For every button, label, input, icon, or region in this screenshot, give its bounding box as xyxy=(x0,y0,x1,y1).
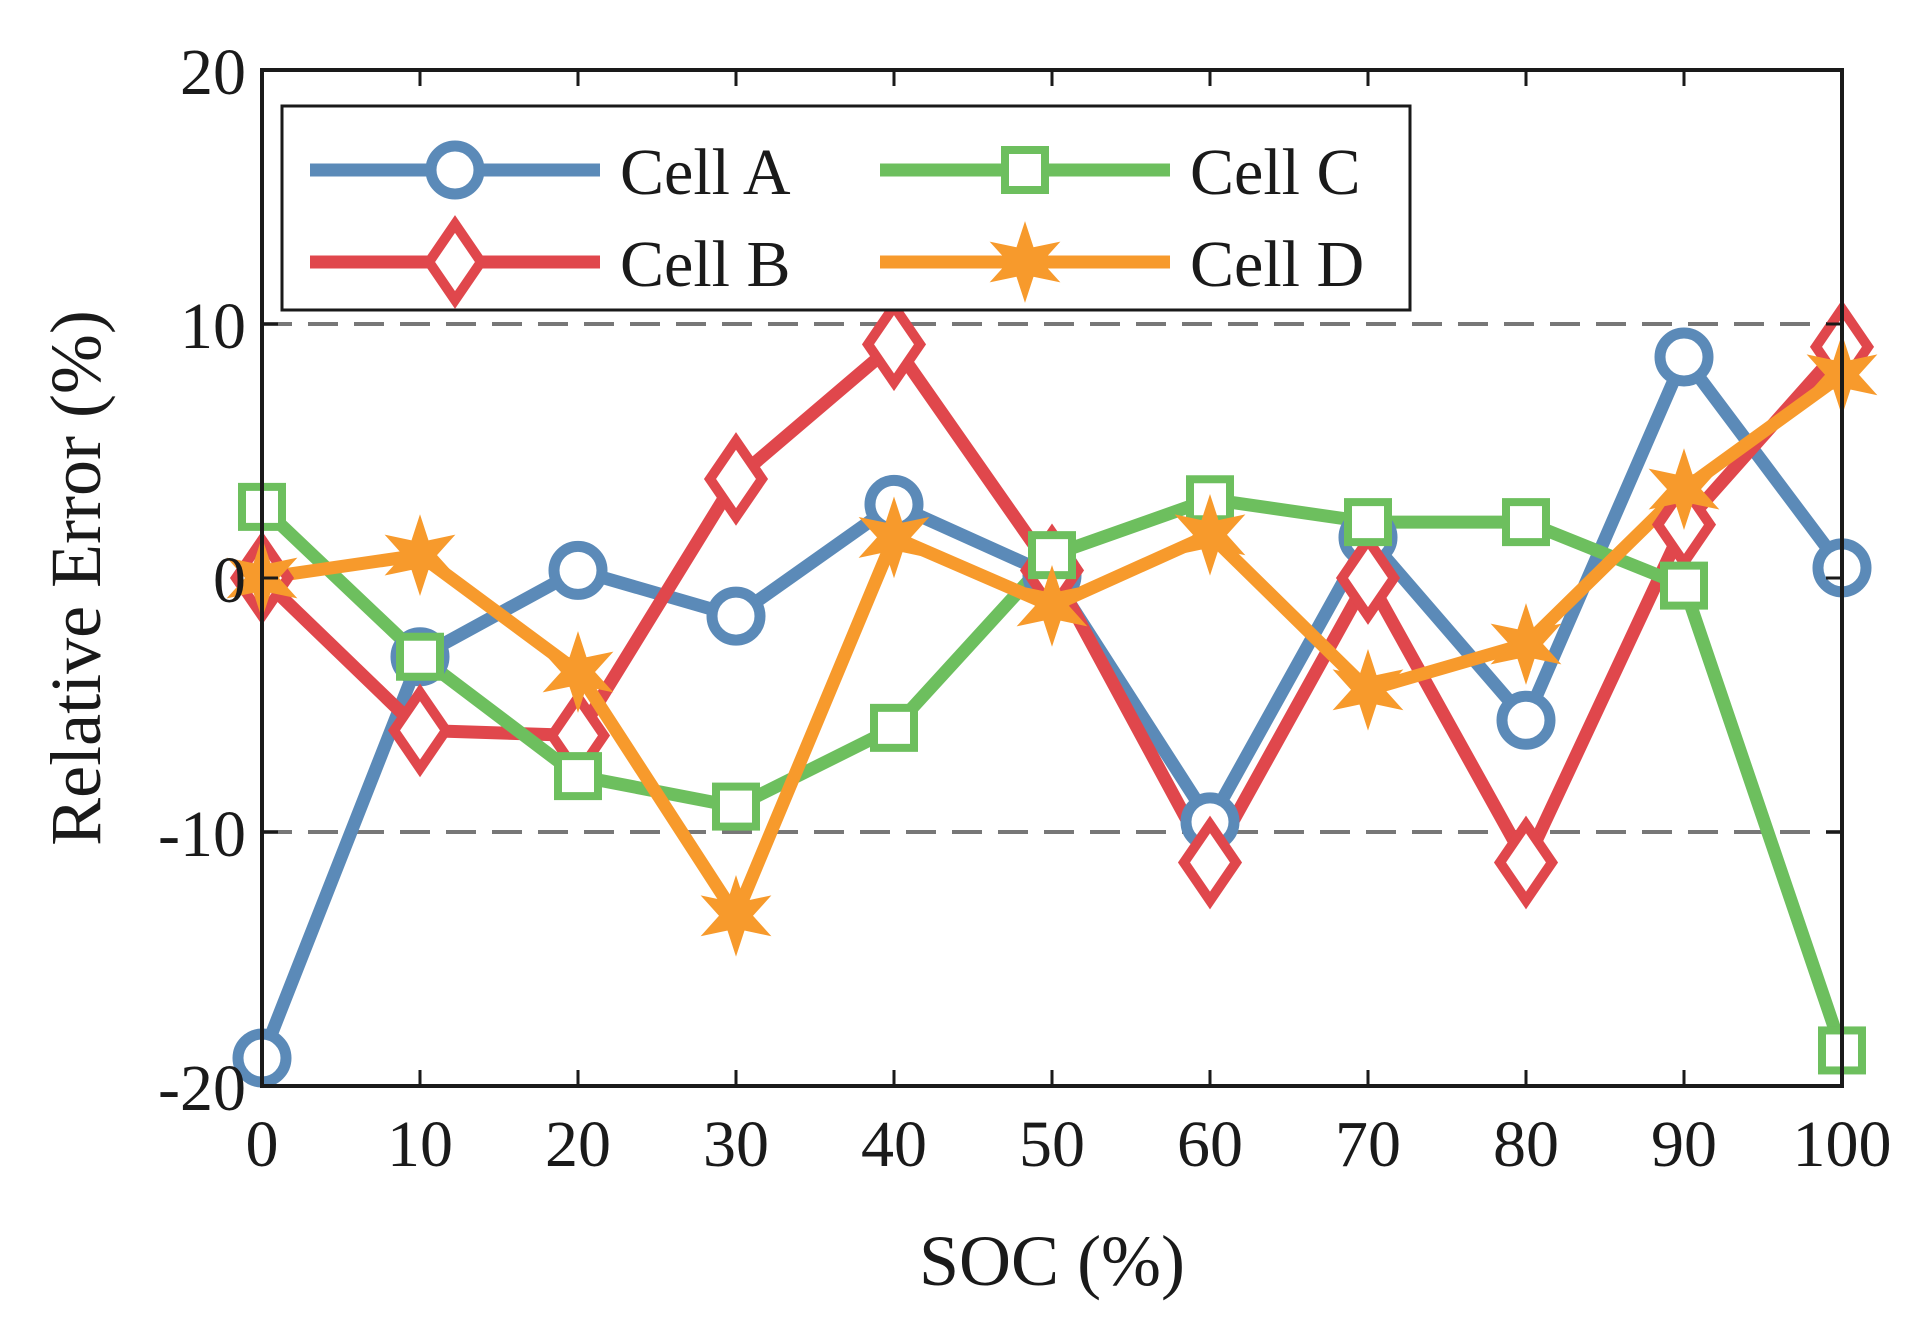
x-tick-label: 40 xyxy=(861,1108,927,1181)
cell-c-point xyxy=(1502,498,1550,547)
cell-d-point xyxy=(858,496,930,579)
y-tick-label: 0 xyxy=(213,544,246,617)
cell-a-point xyxy=(1496,690,1556,750)
legend-marker-cell-a xyxy=(425,140,485,200)
x-tick-label: 0 xyxy=(246,1108,279,1181)
cell-d-point xyxy=(1332,648,1404,731)
cell-d-point xyxy=(1016,565,1088,647)
cell-d-point xyxy=(384,514,456,596)
legend-label-cell-c: Cell C xyxy=(1190,136,1361,209)
legend-marker-cell-c xyxy=(1001,146,1049,194)
cell-c-point xyxy=(396,632,444,681)
cell-a-point xyxy=(1654,327,1714,387)
x-tick-label: 80 xyxy=(1493,1108,1559,1181)
cell-c-point xyxy=(712,782,760,831)
legend-marker-cell-d xyxy=(989,221,1061,303)
x-tick-label: 90 xyxy=(1651,1108,1717,1181)
y-tick-label: 10 xyxy=(180,290,246,363)
y-axis-ticks: 20 10 0 -10 -20 xyxy=(158,36,1842,1125)
x-tick-label: 10 xyxy=(387,1108,453,1181)
x-tick-label: 30 xyxy=(703,1108,769,1181)
y-tick-label: -20 xyxy=(158,1052,246,1125)
cell-b-point xyxy=(1177,815,1243,910)
cell-a-point xyxy=(706,586,766,646)
cell-d-point xyxy=(1174,493,1246,576)
cell-c-point xyxy=(554,752,602,801)
cell-c-point xyxy=(1660,561,1708,610)
legend-label-cell-a: Cell A xyxy=(620,136,791,209)
x-tick-label: 70 xyxy=(1335,1108,1401,1181)
legend-label-cell-b: Cell B xyxy=(620,228,791,301)
cell-b-point xyxy=(861,297,927,392)
cell-c-point xyxy=(870,703,918,752)
legend-entry-cell-a: Cell A xyxy=(310,136,791,209)
legend-entry-cell-d: Cell D xyxy=(880,221,1364,303)
legend-entry-cell-b: Cell B xyxy=(310,215,791,309)
cell-b-point xyxy=(387,683,453,778)
cell-b-point xyxy=(703,432,769,526)
y-axis-label: Relative Error (%) xyxy=(36,310,116,846)
cell-d-point xyxy=(1490,603,1562,685)
x-axis-ticks: 0 10 20 30 40 50 60 70 80 90 100 xyxy=(246,70,1892,1181)
legend-entry-cell-c: Cell C xyxy=(880,136,1361,209)
cell-a-point xyxy=(548,540,608,600)
cell-b-point xyxy=(1493,815,1559,910)
y-tick-label: -10 xyxy=(158,798,246,871)
y-tick-label: 20 xyxy=(180,36,246,109)
cell-d-point xyxy=(542,631,614,713)
legend-label-cell-d: Cell D xyxy=(1190,228,1364,301)
cell-d-point xyxy=(700,874,772,957)
cell-c-point xyxy=(1344,498,1392,547)
x-tick-label: 60 xyxy=(1177,1108,1243,1181)
legend: Cell A Cell B Cell C Cell D xyxy=(280,104,1412,312)
cell-d-point xyxy=(1648,448,1720,530)
reference-lines xyxy=(262,322,1842,834)
x-axis-label: SOC (%) xyxy=(919,1221,1185,1301)
x-tick-label: 20 xyxy=(545,1108,611,1181)
cell-b-point xyxy=(1335,531,1401,625)
legend-marker-cell-b xyxy=(422,215,488,309)
x-tick-label: 50 xyxy=(1019,1108,1085,1181)
x-tick-label: 100 xyxy=(1793,1108,1892,1181)
